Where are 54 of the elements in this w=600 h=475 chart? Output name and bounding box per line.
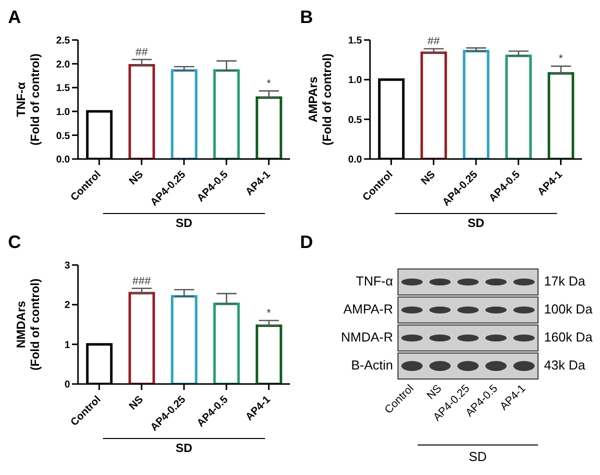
y-tick-label: 2 (64, 300, 70, 312)
bar (128, 64, 155, 159)
bar (170, 69, 198, 159)
annotation: ## (427, 36, 441, 48)
annotation: ## (135, 46, 149, 59)
y-axis-title: AMPArs (Fold of control) (306, 54, 334, 146)
text: SD (174, 216, 194, 230)
category-label: 17k Da (544, 273, 586, 288)
bar (505, 54, 532, 159)
text: SD (174, 441, 194, 455)
x-tick-label: NS (126, 168, 146, 188)
chart-title: C (8, 232, 22, 252)
bar (213, 302, 240, 384)
bar (462, 50, 490, 159)
y-tick-label: 1.5 (56, 83, 70, 94)
category-label: 160k Da (544, 329, 592, 344)
bar (548, 72, 574, 159)
y-tick-label: 0.5 (56, 130, 70, 142)
x-tick-label: NS (418, 168, 438, 188)
bar (256, 324, 282, 384)
category-label: 43k Da (544, 357, 586, 372)
chart-title: B (300, 7, 314, 27)
y-tick-label: 2.0 (56, 59, 70, 70)
y-tick-label: 1.0 (56, 106, 70, 118)
y-tick-label: 3 (64, 260, 70, 272)
category-label: B-Actin (351, 357, 393, 372)
bar (170, 295, 198, 384)
bar (420, 51, 447, 159)
bar (128, 292, 155, 384)
bar (213, 69, 240, 159)
text: SD (466, 216, 486, 230)
chart-title: A (8, 7, 22, 27)
text: D (300, 232, 314, 252)
category-label: TNF-α (356, 273, 393, 288)
y-tick-label: 0.5 (348, 114, 362, 126)
y-axis-title: NMDArs (Fold of control) (14, 278, 42, 370)
annotation: ### (132, 275, 152, 288)
y-tick-label: 0.0 (348, 154, 362, 166)
y-tick-label: 1.0 (348, 75, 362, 86)
category-label: NMDA-R (341, 329, 393, 344)
x-tick-label: NS (126, 394, 146, 412)
y-axis-title: TNF-α (Fold of control) (14, 54, 42, 146)
category-label: 100k Da (544, 301, 592, 316)
y-tick-label: 0 (64, 380, 70, 391)
annotation: * (266, 78, 272, 90)
y-tick-label: 0.0 (56, 154, 70, 166)
category-label: AMPA-R (343, 301, 393, 316)
text: SD (468, 449, 487, 464)
y-tick-label: 1.5 (348, 36, 362, 47)
annotation: * (558, 53, 564, 66)
bar (256, 96, 282, 159)
annotation: * (266, 308, 272, 320)
y-tick-label: 1 (64, 340, 70, 351)
y-tick-label: 2.5 (56, 36, 70, 47)
